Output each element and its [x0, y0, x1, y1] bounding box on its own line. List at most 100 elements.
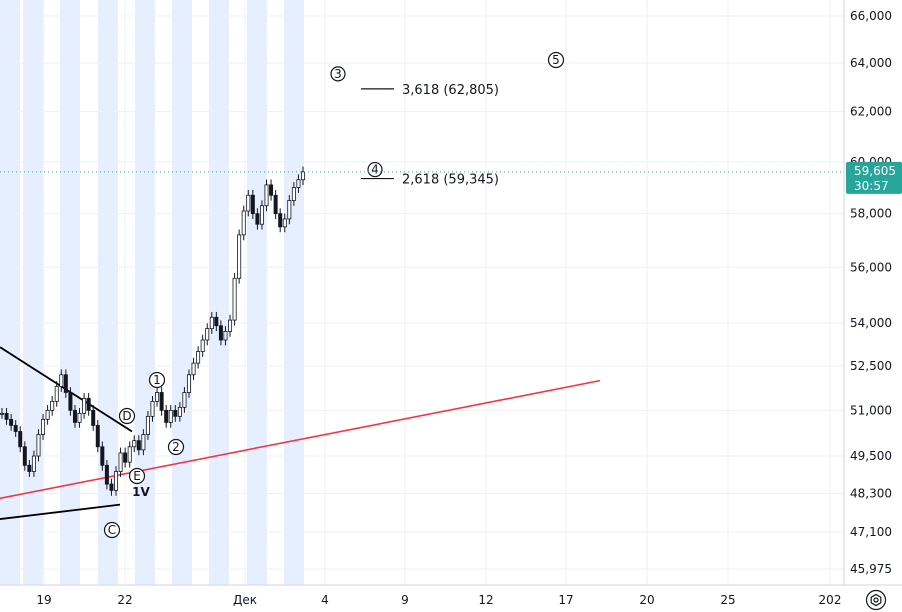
candle-body [4, 412, 9, 420]
candle-body [41, 418, 46, 435]
candle-body [104, 464, 109, 485]
candle-body [246, 194, 251, 212]
wave-label-circle [547, 51, 565, 69]
candle-body [287, 200, 292, 220]
candle-body [223, 331, 228, 341]
wave-label: 3 [334, 67, 342, 81]
candle-body [109, 483, 114, 491]
price-series [0, 166, 305, 496]
candle-body [155, 392, 160, 402]
fib-level-label: 2,618 (59,345) [402, 173, 499, 188]
candle-body [36, 434, 41, 457]
candle-body [82, 397, 87, 414]
candle-body [91, 409, 96, 426]
candle-body [159, 392, 164, 411]
session-band [23, 0, 43, 585]
current-price-badge [846, 161, 902, 194]
time-tick-label: 25 [720, 593, 735, 607]
time-tick-label: 12 [478, 593, 493, 607]
wave-label-circle [367, 161, 383, 178]
fib-level-label: 3,618 (62,805) [402, 83, 499, 98]
wave-label: E [133, 469, 141, 483]
time-tick-label: 19 [36, 593, 51, 607]
candle-body [278, 213, 283, 228]
price-tick-label: 62,000 [850, 105, 892, 119]
candle-body [264, 184, 269, 207]
price-tick-label: 51,000 [850, 403, 892, 417]
candle-body [18, 431, 23, 448]
candle-body [50, 400, 55, 411]
time-tick-label: 202 [819, 593, 842, 607]
price-tick-label: 64,000 [850, 56, 892, 70]
price-tick-label: 58,000 [850, 207, 892, 221]
candle-body [196, 351, 201, 364]
session-band [60, 0, 80, 585]
wave-label: 1V [132, 485, 150, 499]
candle-body [59, 374, 64, 387]
price-tick-label: 48,300 [850, 487, 892, 501]
candle-body [232, 277, 237, 321]
wave-label: 2 [172, 440, 180, 454]
chart-settings-button[interactable] [864, 588, 888, 612]
candle-body [54, 386, 59, 402]
candle-body [228, 319, 233, 332]
wave-label-circle [128, 467, 146, 485]
candle-body [200, 339, 205, 352]
candle-body [141, 434, 146, 451]
gear-icon [865, 589, 887, 611]
candle-body [114, 471, 119, 491]
candle-body [218, 325, 223, 341]
time-axis: 19 22 Дек 4 9 12 17 20 25 202 [36, 593, 841, 607]
wave-label: D [122, 409, 131, 423]
session-band [172, 0, 192, 585]
candle-body [63, 374, 68, 393]
candle-body [77, 412, 82, 423]
candle-body [291, 187, 296, 201]
wave-label-circle [148, 371, 166, 389]
candle-body [100, 446, 105, 466]
candle-body [241, 210, 246, 236]
candle-body [209, 316, 214, 330]
candle-body [300, 171, 305, 181]
time-tick-label: 4 [321, 593, 329, 607]
price-tick-label: 52,500 [850, 359, 892, 373]
candle-body [259, 205, 264, 225]
session-band [98, 0, 118, 585]
candle-body [168, 409, 173, 423]
red-support-trendline [0, 379, 601, 500]
time-tick-label: 17 [558, 593, 573, 607]
elliott-wave-labels: 5 1 2 D E 1V C [103, 51, 565, 539]
session-bands [0, 0, 304, 585]
candle-body [118, 452, 123, 472]
candle-body [186, 374, 191, 393]
candle-body [255, 213, 260, 225]
candle-body [136, 440, 141, 451]
time-tick-label: 9 [401, 593, 409, 607]
candle-body [214, 316, 219, 327]
candle-body [9, 418, 14, 426]
session-band [284, 0, 304, 585]
wave-label: 1 [153, 373, 161, 387]
price-axis: 66,00064,00062,00060,00058,00056,00054,0… [850, 9, 892, 576]
candle-body [282, 218, 287, 228]
candle-body [250, 194, 255, 215]
bar-countdown: 30:57 [854, 179, 889, 193]
candle-body [177, 406, 182, 417]
candle-body [86, 397, 91, 411]
session-band [247, 0, 267, 585]
candle-body [22, 446, 27, 466]
time-tick-label: 20 [639, 593, 654, 607]
candle-body [269, 184, 274, 196]
candle-body [27, 464, 32, 472]
price-tick-label: 47,100 [850, 525, 892, 539]
session-band [209, 0, 229, 585]
grid-lines [0, 0, 844, 585]
wave-label: 4 [371, 163, 379, 177]
candle-body [191, 362, 196, 376]
time-tick-label: Дек [233, 593, 257, 607]
triangle-lower-trendline [0, 503, 121, 520]
price-tick-label: 45,975 [850, 562, 892, 576]
wave-label-circle [330, 66, 346, 82]
